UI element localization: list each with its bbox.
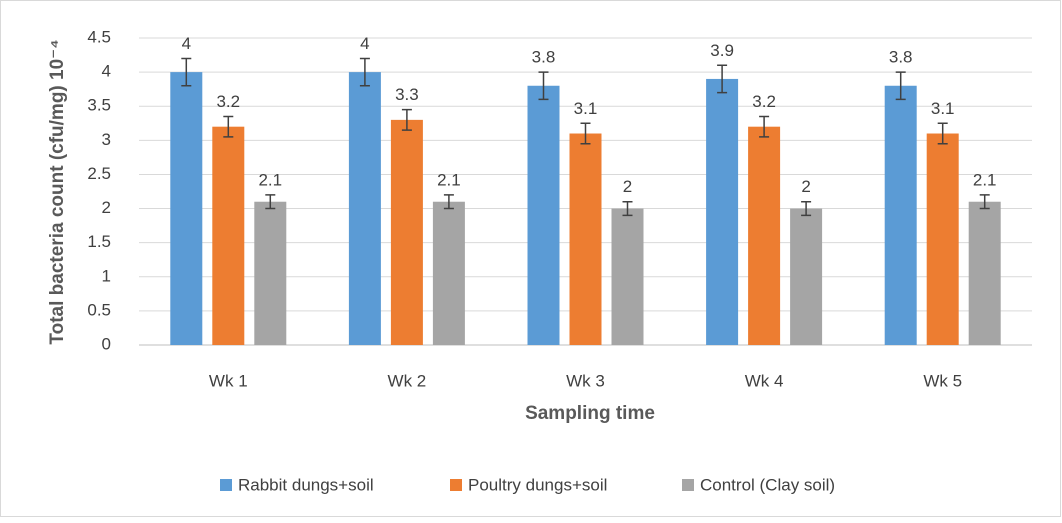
data-label: 2.1 bbox=[437, 170, 461, 189]
data-label: 3.1 bbox=[931, 99, 955, 118]
legend-swatch bbox=[450, 479, 462, 491]
y-tick-label: 3.5 bbox=[87, 96, 111, 115]
error-bar bbox=[895, 71, 906, 101]
data-label: 2.1 bbox=[973, 170, 997, 189]
legend-label: Rabbit dungs+soil bbox=[238, 475, 374, 494]
x-tick-label: Wk 1 bbox=[209, 371, 248, 390]
error-bar bbox=[759, 115, 770, 138]
y-tick-label: 2 bbox=[102, 198, 111, 217]
y-tick-label: 1.5 bbox=[87, 232, 111, 251]
data-label: 2 bbox=[801, 177, 810, 196]
data-label: 4 bbox=[182, 34, 191, 53]
bar bbox=[170, 72, 203, 345]
legend-swatch bbox=[220, 479, 232, 491]
error-bar bbox=[979, 194, 990, 210]
error-bar bbox=[265, 194, 276, 210]
error-bar bbox=[801, 200, 812, 217]
data-label: 4 bbox=[360, 34, 369, 53]
error-bar bbox=[937, 122, 948, 145]
error-bar bbox=[538, 71, 549, 101]
error-bar bbox=[717, 64, 728, 94]
error-bar bbox=[181, 57, 192, 87]
legend-label: Poultry dungs+soil bbox=[468, 475, 607, 494]
bar bbox=[926, 133, 959, 345]
data-label: 2.1 bbox=[258, 170, 282, 189]
bar bbox=[968, 201, 1001, 345]
bar bbox=[212, 126, 245, 345]
y-tick-label: 4.5 bbox=[87, 27, 111, 46]
data-label: 3.9 bbox=[710, 41, 734, 60]
y-tick-label: 2.5 bbox=[87, 164, 111, 183]
data-label: 3.2 bbox=[216, 92, 240, 111]
legend-label: Control (Clay soil) bbox=[700, 475, 835, 494]
error-bar bbox=[580, 122, 591, 145]
x-axis-title: Sampling time bbox=[525, 403, 655, 424]
data-label: 2 bbox=[623, 177, 632, 196]
data-label: 3.8 bbox=[889, 48, 913, 67]
data-label: 3.8 bbox=[532, 48, 556, 67]
bar bbox=[254, 201, 287, 345]
error-bar bbox=[443, 194, 454, 210]
bar bbox=[790, 208, 823, 345]
y-tick-label: 3 bbox=[102, 130, 111, 149]
error-bar bbox=[359, 57, 370, 87]
bar bbox=[569, 133, 602, 345]
bar bbox=[348, 72, 381, 345]
bar bbox=[884, 85, 917, 345]
x-tick-label: Wk 5 bbox=[923, 371, 962, 390]
bar bbox=[706, 78, 739, 345]
data-label: 3.1 bbox=[574, 99, 598, 118]
bar bbox=[432, 201, 465, 345]
y-tick-label: 0.5 bbox=[87, 300, 111, 319]
error-bar bbox=[401, 108, 412, 131]
error-bar bbox=[622, 200, 633, 217]
x-tick-label: Wk 4 bbox=[745, 371, 784, 390]
y-axis-title: Total bacteria count (cfu/mg) 10⁻⁴ bbox=[47, 39, 68, 344]
data-label: 3.2 bbox=[752, 92, 776, 111]
x-tick-label: Wk 3 bbox=[566, 371, 605, 390]
bar bbox=[611, 208, 644, 345]
legend-swatch bbox=[682, 479, 694, 491]
error-bar bbox=[223, 115, 234, 138]
y-tick-label: 4 bbox=[102, 62, 111, 81]
y-tick-label: 0 bbox=[102, 334, 111, 353]
bar bbox=[748, 126, 781, 345]
data-label: 3.3 bbox=[395, 85, 419, 104]
x-tick-label: Wk 2 bbox=[388, 371, 427, 390]
bar bbox=[527, 85, 560, 345]
bar bbox=[390, 119, 423, 345]
y-tick-label: 1 bbox=[102, 266, 111, 285]
